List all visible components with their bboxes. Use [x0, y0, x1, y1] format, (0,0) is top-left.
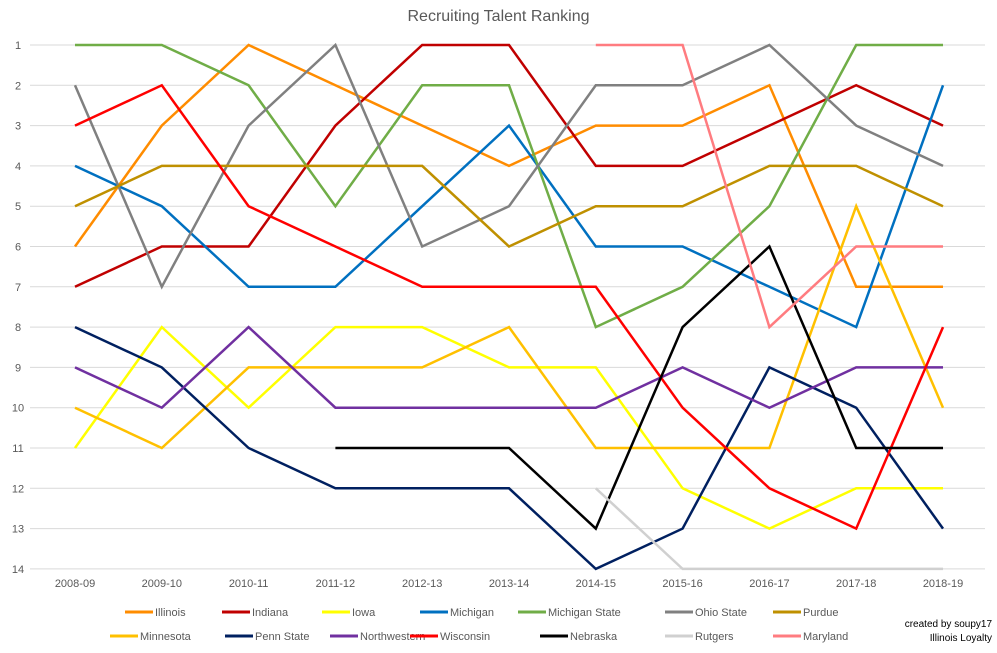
- y-tick-label: 7: [15, 282, 21, 294]
- y-tick-label: 5: [15, 201, 21, 213]
- y-tick-label: 9: [15, 362, 21, 374]
- x-tick-label: 2018-19: [923, 578, 963, 590]
- x-tick-label: 2016-17: [749, 578, 789, 590]
- legend-label-illinois: Illinois: [155, 607, 186, 619]
- x-tick-label: 2015-16: [662, 578, 702, 590]
- y-tick-label: 12: [12, 483, 24, 495]
- legend-label-iowa: Iowa: [352, 607, 376, 619]
- series-line-nebraska: [335, 244, 943, 531]
- credit-author: created by soupy17: [904, 619, 992, 630]
- legend-label-purdue: Purdue: [803, 607, 838, 619]
- x-tick-label: 2008-09: [55, 578, 95, 590]
- y-tick-label: 14: [12, 564, 24, 576]
- x-tick-label: 2009-10: [142, 578, 182, 590]
- y-tick-label: 6: [15, 242, 21, 254]
- legend-label-northwestern: Northwestern: [360, 631, 425, 643]
- y-tick-label: 1: [15, 40, 21, 52]
- x-tick-label: 2013-14: [489, 578, 529, 590]
- y-tick-label: 11: [12, 443, 23, 455]
- x-tick-label: 2012-13: [402, 578, 442, 590]
- y-tick-label: 13: [12, 524, 24, 536]
- y-tick-label: 10: [12, 403, 24, 415]
- legend-label-indiana: Indiana: [252, 607, 289, 619]
- legend-label-michigan: Michigan: [450, 607, 494, 619]
- chart-title: Recruiting Talent Ranking: [407, 8, 590, 25]
- x-tick-label: 2014-15: [576, 578, 616, 590]
- legend-label-maryland: Maryland: [803, 631, 848, 643]
- x-tick-label: 2011-12: [316, 578, 356, 590]
- x-tick-label: 2017-18: [836, 578, 876, 590]
- credit-source: Illinois Loyalty: [929, 633, 992, 644]
- legend-label-nebraska: Nebraska: [570, 631, 618, 643]
- y-tick-label: 3: [15, 121, 21, 133]
- y-tick-label: 2: [15, 80, 21, 92]
- legend-label-rutgers: Rutgers: [695, 631, 734, 643]
- legend-label-minnesota: Minnesota: [140, 631, 192, 643]
- legend-label-penn-state: Penn State: [255, 631, 309, 643]
- legend-label-michigan-state: Michigan State: [548, 607, 621, 619]
- y-tick-label: 4: [15, 161, 21, 173]
- x-tick-label: 2010-11: [229, 578, 269, 590]
- legend-label-ohio-state: Ohio State: [695, 607, 747, 619]
- series-line-iowa: [73, 325, 943, 530]
- y-tick-label: 8: [15, 322, 21, 334]
- legend-label-wisconsin: Wisconsin: [440, 631, 490, 643]
